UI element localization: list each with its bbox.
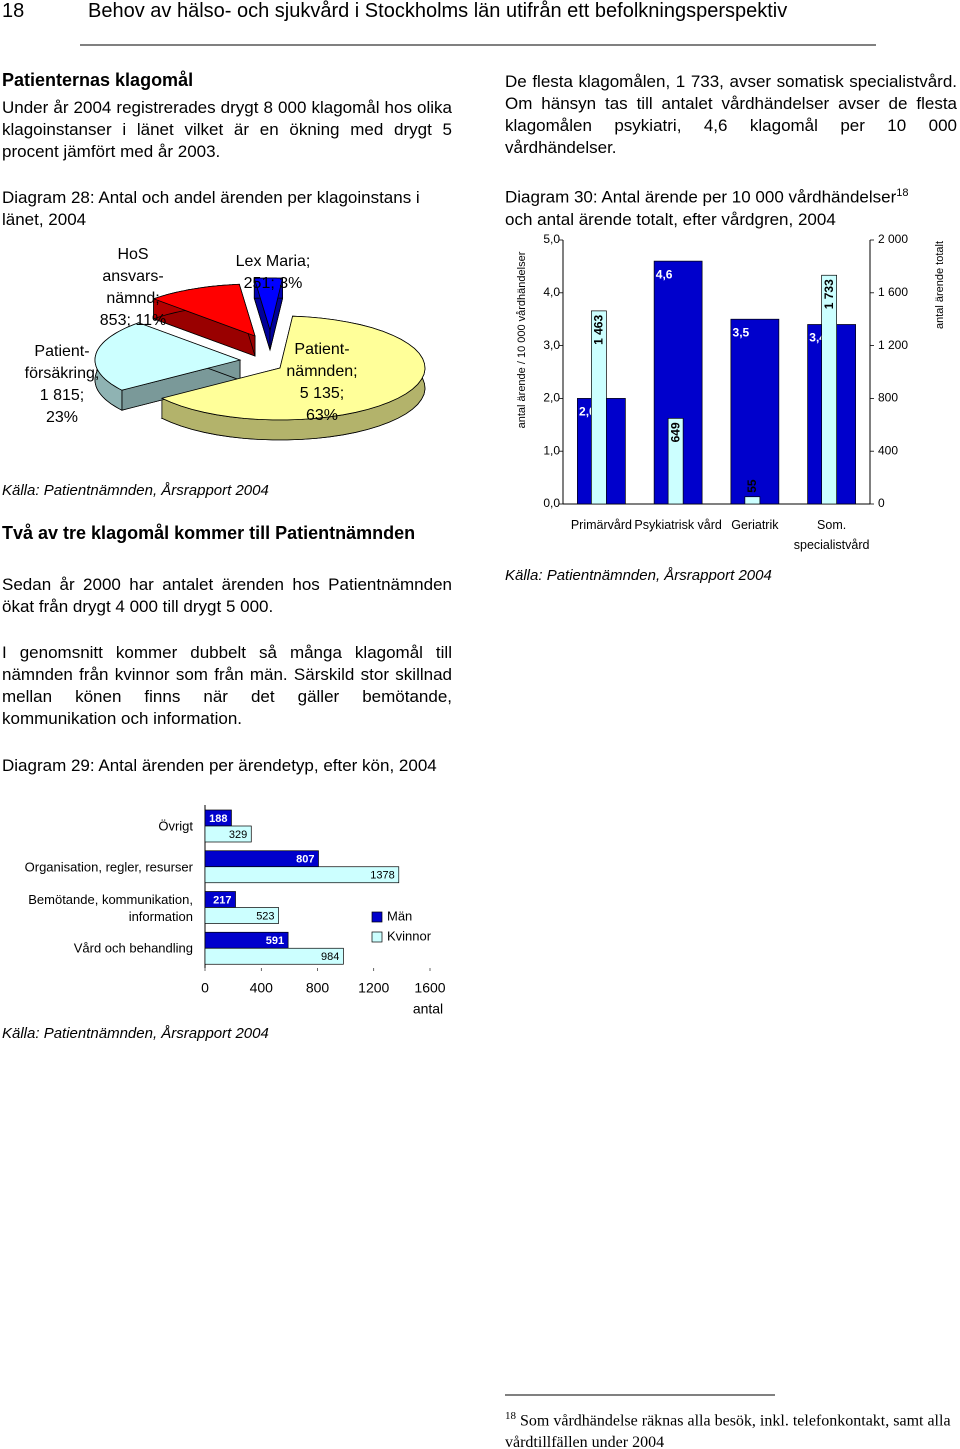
slice-label: 5 135; bbox=[300, 385, 344, 402]
data-label: 1 463 bbox=[592, 315, 606, 345]
x-tick-label: Som. specialistvård bbox=[793, 518, 870, 552]
bar bbox=[730, 318, 780, 505]
data-label: 984 bbox=[321, 951, 339, 963]
y2-tick-label: 800 bbox=[878, 391, 898, 405]
y-tick-label: 1,0 bbox=[543, 443, 560, 457]
page-number: 18 bbox=[2, 0, 25, 22]
chart-title-block: Diagram 30: Antal ärende per 10 000 vård… bbox=[505, 182, 960, 231]
legend-swatch bbox=[371, 931, 383, 943]
y-tick-label: 3,0 bbox=[543, 338, 560, 352]
y-tick-label: Bemötande, kommunikation, information bbox=[28, 891, 193, 924]
data-label: 649 bbox=[668, 422, 682, 442]
y2-tick-label: 400 bbox=[878, 443, 898, 457]
slice bbox=[160, 315, 426, 421]
chart-title: Diagram 29: Antal ärenden per ärendetyp,… bbox=[2, 756, 437, 775]
slice-label: ansvars- bbox=[102, 268, 163, 285]
heading: Två av tre klagomål kommer till Patientn… bbox=[2, 523, 416, 543]
data-label: 523 bbox=[256, 910, 274, 922]
slice-label: 853; 11% bbox=[100, 312, 166, 329]
x-tick-label: 800 bbox=[306, 980, 330, 996]
x-tick-label: Psykiatrisk vård bbox=[634, 518, 722, 532]
data-label: 807 bbox=[296, 854, 314, 866]
y2-axis-label: antal ärende totalt bbox=[934, 241, 946, 329]
data-label: 1 733 bbox=[822, 279, 836, 309]
slice-label: Patient- bbox=[34, 343, 89, 360]
slice bbox=[253, 277, 284, 332]
y2-tick-label: 2 000 bbox=[878, 232, 908, 246]
slice-label: 251; 3% bbox=[244, 275, 303, 292]
x-axis-label: antal bbox=[413, 1001, 443, 1017]
source: Källa: Patientnämnden, Årsrapport 2004 bbox=[505, 567, 772, 584]
chart-title: Diagram 28: Antal och andel ärenden per … bbox=[2, 188, 420, 229]
paragraph: Under år 2004 registrerades drygt 8 000 … bbox=[2, 98, 452, 161]
bar bbox=[204, 947, 344, 965]
y-tick-label: Organisation, regler, resurser bbox=[24, 859, 193, 875]
slice-label: Patient- bbox=[294, 341, 349, 358]
x-tick-label: Geriatrik bbox=[731, 518, 779, 532]
data-label: 217 bbox=[213, 894, 231, 906]
header-title: Behov av hälso- och sjukvård i Stockholm… bbox=[88, 0, 788, 22]
heading: Patienternas klagomål bbox=[2, 70, 194, 90]
footnote-marker: 18 bbox=[505, 1410, 516, 1422]
slice-label: nämnden; bbox=[286, 363, 357, 380]
y-tick-label: 0,0 bbox=[543, 496, 560, 510]
bar bbox=[204, 825, 252, 843]
bar bbox=[744, 496, 761, 505]
bar bbox=[204, 866, 400, 884]
source: Källa: Patientnämnden, Årsrapport 2004 bbox=[2, 482, 269, 499]
legend-label: Män bbox=[387, 908, 412, 923]
y2-tick-label: 0 bbox=[878, 496, 885, 510]
x-tick-label: 400 bbox=[250, 980, 274, 996]
y-tick-label: 4,0 bbox=[543, 285, 560, 299]
slice-label: 63% bbox=[306, 407, 338, 424]
y-axis-label: antal ärende / 10 000 vårdhändelser bbox=[516, 251, 528, 428]
y2-tick-label: 1 600 bbox=[878, 285, 908, 299]
chart-title: Diagram 30: Antal ärende per 10 000 vård… bbox=[505, 187, 897, 207]
x-tick-label: Primärvård bbox=[570, 518, 632, 532]
paragraph: Sedan år 2000 har antalet ärenden hos Pa… bbox=[2, 575, 452, 616]
y2-tick-label: 1 200 bbox=[878, 338, 908, 352]
slice-label: 23% bbox=[46, 409, 78, 426]
legend-label: Kvinnor bbox=[387, 928, 432, 943]
y-tick-label: Övrigt bbox=[158, 818, 193, 834]
data-label: 329 bbox=[229, 829, 247, 841]
slice-label: HoS bbox=[117, 246, 148, 263]
footnote: 18 Som vårdhändelse räknas alla besök, i… bbox=[505, 1405, 960, 1449]
x-tick-label: 1600 bbox=[414, 980, 445, 996]
bar bbox=[821, 274, 837, 505]
y-tick-label: 2,0 bbox=[543, 391, 560, 405]
chart-subtitle: och antal ärende totalt, efter vårdgren,… bbox=[505, 209, 836, 229]
source: Källa: Patientnämnden, Årsrapport 2004 bbox=[2, 1025, 269, 1042]
data-label: 1378 bbox=[370, 870, 394, 882]
slice-label: 1 815; bbox=[40, 387, 84, 404]
footnote-ref: 18 bbox=[896, 187, 909, 199]
x-tick-label: 0 bbox=[201, 980, 209, 996]
data-label: 591 bbox=[266, 935, 284, 947]
data-label: 188 bbox=[209, 813, 227, 825]
y-tick-label: 5,0 bbox=[543, 232, 560, 246]
paragraph: De flesta klagomålen, 1 733, avser somat… bbox=[505, 72, 957, 157]
data-label: 55 bbox=[745, 479, 759, 493]
bar bbox=[591, 310, 607, 505]
x-tick-label: 1200 bbox=[358, 980, 389, 996]
legend-swatch bbox=[371, 911, 383, 923]
slice-label: försäkring; bbox=[25, 365, 100, 382]
slice-label: Lex Maria; bbox=[236, 253, 311, 270]
slice bbox=[94, 322, 242, 391]
data-label: 4,6 bbox=[656, 267, 673, 281]
y-tick-label: Vård och behandling bbox=[73, 940, 193, 956]
slice bbox=[152, 283, 256, 337]
bar bbox=[204, 907, 279, 924]
data-label: 3,5 bbox=[733, 325, 750, 339]
paragraph: I genomsnitt kommer dubbelt så många kla… bbox=[2, 643, 452, 728]
slice-label: nämnd; bbox=[106, 290, 159, 307]
bar bbox=[667, 417, 684, 505]
footnote-text: Som vårdhändelse räknas alla besök, inkl… bbox=[505, 1412, 951, 1449]
